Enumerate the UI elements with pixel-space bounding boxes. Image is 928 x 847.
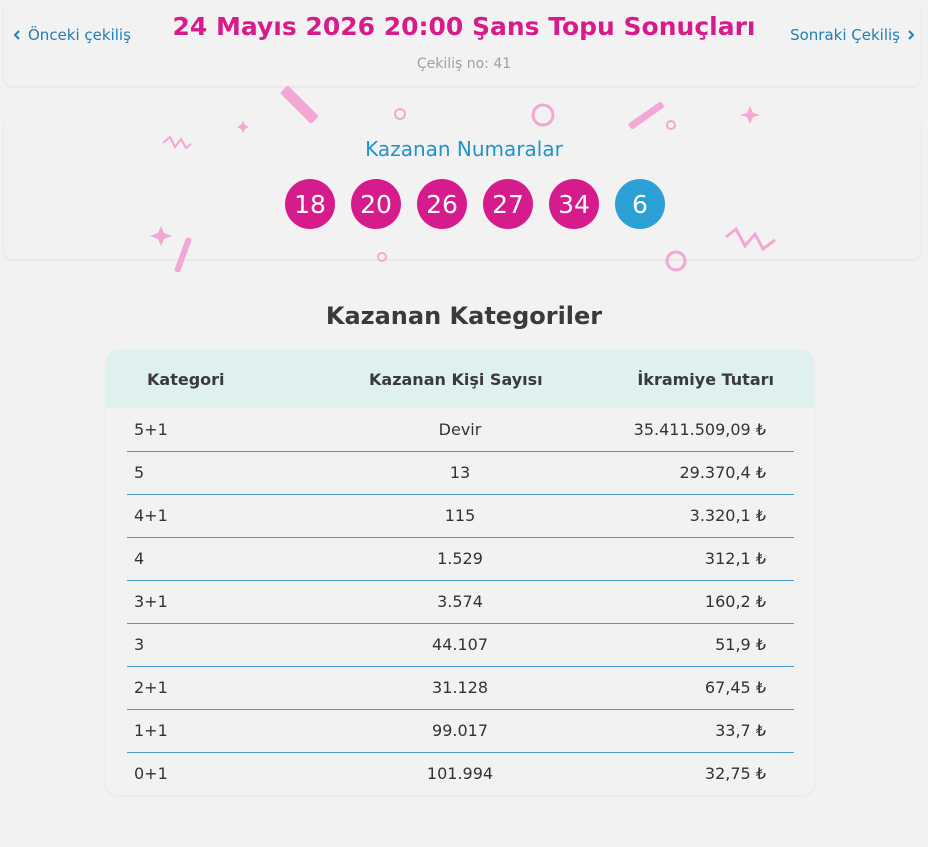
row-prize: 33,7 ₺	[715, 721, 766, 740]
column-header-category: Kategori	[147, 370, 225, 389]
row-category: 5+1	[134, 420, 168, 439]
bonus-ball: 6	[615, 179, 665, 229]
row-category: 4+1	[134, 506, 168, 525]
winning-ball: 34	[549, 179, 599, 229]
row-winners: 99.017	[432, 721, 488, 740]
row-winners: 115	[444, 506, 476, 525]
row-category: 1+1	[134, 721, 168, 740]
table-row: 4+1 115 3.320,1 ₺	[127, 495, 794, 538]
row-category: 2+1	[134, 678, 168, 697]
row-prize: 29.370,4 ₺	[679, 463, 766, 482]
row-prize: 35.411.509,09 ₺	[633, 420, 766, 439]
categories-table: Kategori Kazanan Kişi Sayısı İkramiye Tu…	[106, 350, 814, 795]
next-draw-link[interactable]: Sonraki Çekiliş	[790, 26, 916, 44]
row-winners: Devir	[438, 420, 482, 439]
table-row: 0+1 101.994 32,75 ₺	[127, 753, 794, 796]
table-row: 1+1 99.017 33,7 ₺	[127, 710, 794, 753]
table-row: 2+1 31.128 67,45 ₺	[127, 667, 794, 710]
row-winners: 31.128	[432, 678, 488, 697]
categories-title: Kazanan Kategoriler	[325, 302, 603, 330]
table-header: Kategori Kazanan Kişi Sayısı İkramiye Tu…	[106, 350, 814, 408]
row-winners: 1.529	[437, 549, 483, 568]
row-category: 3	[134, 635, 145, 654]
table-row: 3 44.107 51,9 ₺	[127, 624, 794, 667]
table-row: 5 13 29.370,4 ₺	[127, 452, 794, 495]
table-row: 4 1.529 312,1 ₺	[127, 538, 794, 581]
winning-ball: 18	[285, 179, 335, 229]
winning-balls: 18 20 26 27 34 6	[285, 179, 665, 229]
row-prize: 67,45 ₺	[704, 678, 766, 697]
winning-ball: 20	[351, 179, 401, 229]
column-header-winners: Kazanan Kişi Sayısı	[369, 370, 543, 389]
chevron-right-icon	[906, 30, 916, 40]
header-card	[4, 0, 920, 86]
row-winners: 3.574	[437, 592, 483, 611]
previous-draw-link[interactable]: Önceki çekiliş	[12, 26, 131, 44]
row-category: 0+1	[134, 764, 168, 783]
row-prize: 51,9 ₺	[715, 635, 766, 654]
row-prize: 32,75 ₺	[704, 764, 766, 783]
row-category: 4	[134, 549, 145, 568]
winning-ball: 26	[417, 179, 467, 229]
table-row: 5+1 Devir 35.411.509,09 ₺	[127, 409, 794, 452]
row-winners: 13	[449, 463, 471, 482]
column-header-prize: İkramiye Tutarı	[637, 370, 774, 389]
draw-number: Çekiliş no: 41	[416, 56, 512, 72]
row-prize: 312,1 ₺	[704, 549, 766, 568]
previous-draw-label: Önceki çekiliş	[28, 26, 131, 44]
table-row: 3+1 3.574 160,2 ₺	[127, 581, 794, 624]
row-category: 3+1	[134, 592, 168, 611]
page-title: 24 Mayıs 2026 20:00 Şans Topu Sonuçları	[172, 12, 756, 41]
chevron-left-icon	[12, 30, 22, 40]
row-prize: 3.320,1 ₺	[689, 506, 766, 525]
row-winners: 101.994	[426, 764, 494, 783]
row-prize: 160,2 ₺	[704, 592, 766, 611]
winning-numbers-title: Kazanan Numaralar	[365, 137, 563, 161]
winning-ball: 27	[483, 179, 533, 229]
row-category: 5	[134, 463, 145, 482]
next-draw-label: Sonraki Çekiliş	[790, 26, 900, 44]
row-winners: 44.107	[432, 635, 488, 654]
